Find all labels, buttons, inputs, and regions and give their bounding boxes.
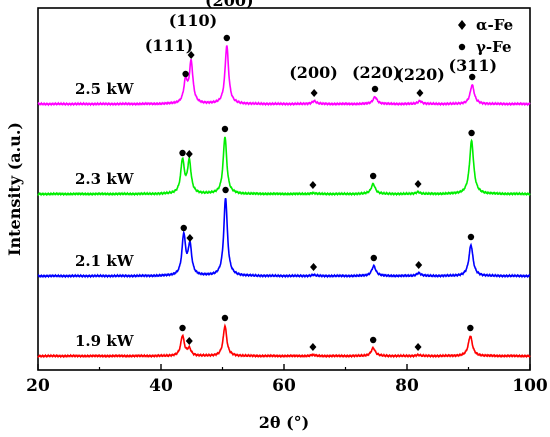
gamma-fe-marker: [369, 172, 377, 180]
gamma-fe-marker: [179, 324, 186, 332]
gamma-fe-marker: [467, 324, 474, 332]
phase-marker-layer: [179, 34, 476, 351]
alpha-fe-marker: [187, 51, 195, 59]
gamma-fe-marker: [468, 73, 476, 81]
alpha-fe-marker: [185, 337, 193, 345]
legend: α-Fe γ-Fe: [458, 16, 513, 56]
series-line: [37, 197, 531, 279]
gamma-fe-marker: [222, 186, 229, 194]
peak-label: (220): [396, 65, 445, 84]
series-layer: 1.9 kW 2.1 kW 2.3 kW 2.5 kW: [37, 45, 531, 359]
alpha-fe-marker: [416, 89, 424, 97]
peak-label: (311): [449, 56, 498, 75]
gamma-fe-marker: [179, 149, 186, 157]
alpha-fe-marker: [185, 150, 193, 158]
peak-label: (200): [205, 0, 254, 10]
peak-label: (200): [289, 63, 338, 82]
gamma-fe-marker: [221, 314, 229, 322]
legend-label: γ-Fe: [476, 38, 512, 56]
series-line: [37, 136, 531, 197]
series-label: 2.5 kW: [75, 80, 135, 98]
alpha-fe-marker: [414, 180, 422, 188]
gamma-fe-marker: [371, 85, 379, 93]
gamma-fe-marker: [370, 254, 377, 262]
series-label: 2.3 kW: [75, 170, 135, 188]
y-axis-title: Intensity (a.u.): [5, 122, 24, 256]
peak-label-layer: (111)(110)(200)(200) (220)(220) (311): [145, 0, 497, 84]
peak-label: (220): [352, 63, 401, 82]
x-tick-label: 20: [26, 376, 50, 396]
gamma-fe-marker: [468, 129, 475, 137]
series-line: [37, 323, 531, 359]
alpha-fe-marker: [415, 261, 423, 269]
alpha-fe-marker: [309, 181, 317, 189]
x-axis-title: 2θ (°): [259, 413, 310, 432]
x-axis: 20 40 60 80 100: [26, 364, 548, 396]
series-label: 2.1 kW: [75, 252, 135, 270]
alpha-fe-marker: [309, 343, 317, 351]
alpha-fe-marker: [414, 343, 422, 351]
alpha-fe-marker: [186, 234, 194, 242]
gamma-fe-marker: [467, 233, 475, 241]
series-label: 1.9 kW: [75, 332, 135, 350]
peak-label: (110): [169, 11, 218, 30]
series-line: [37, 45, 531, 107]
gamma-fe-marker: [369, 336, 377, 344]
alpha-fe-marker: [310, 89, 318, 97]
x-tick-label: 80: [395, 376, 419, 396]
gamma-fe-marker: [182, 70, 189, 78]
legend-label: α-Fe: [476, 16, 513, 34]
x-tick-label: 60: [272, 376, 296, 396]
gamma-fe-marker: [180, 224, 187, 232]
legend-circle-marker: [458, 43, 466, 51]
gamma-fe-marker: [223, 34, 231, 42]
gamma-fe-marker: [221, 125, 229, 133]
x-tick-label: 40: [149, 376, 173, 396]
peak-label: (111): [145, 36, 194, 55]
x-tick-label: 100: [512, 376, 548, 396]
alpha-fe-marker: [310, 263, 318, 271]
legend-diamond-marker: [458, 20, 466, 30]
